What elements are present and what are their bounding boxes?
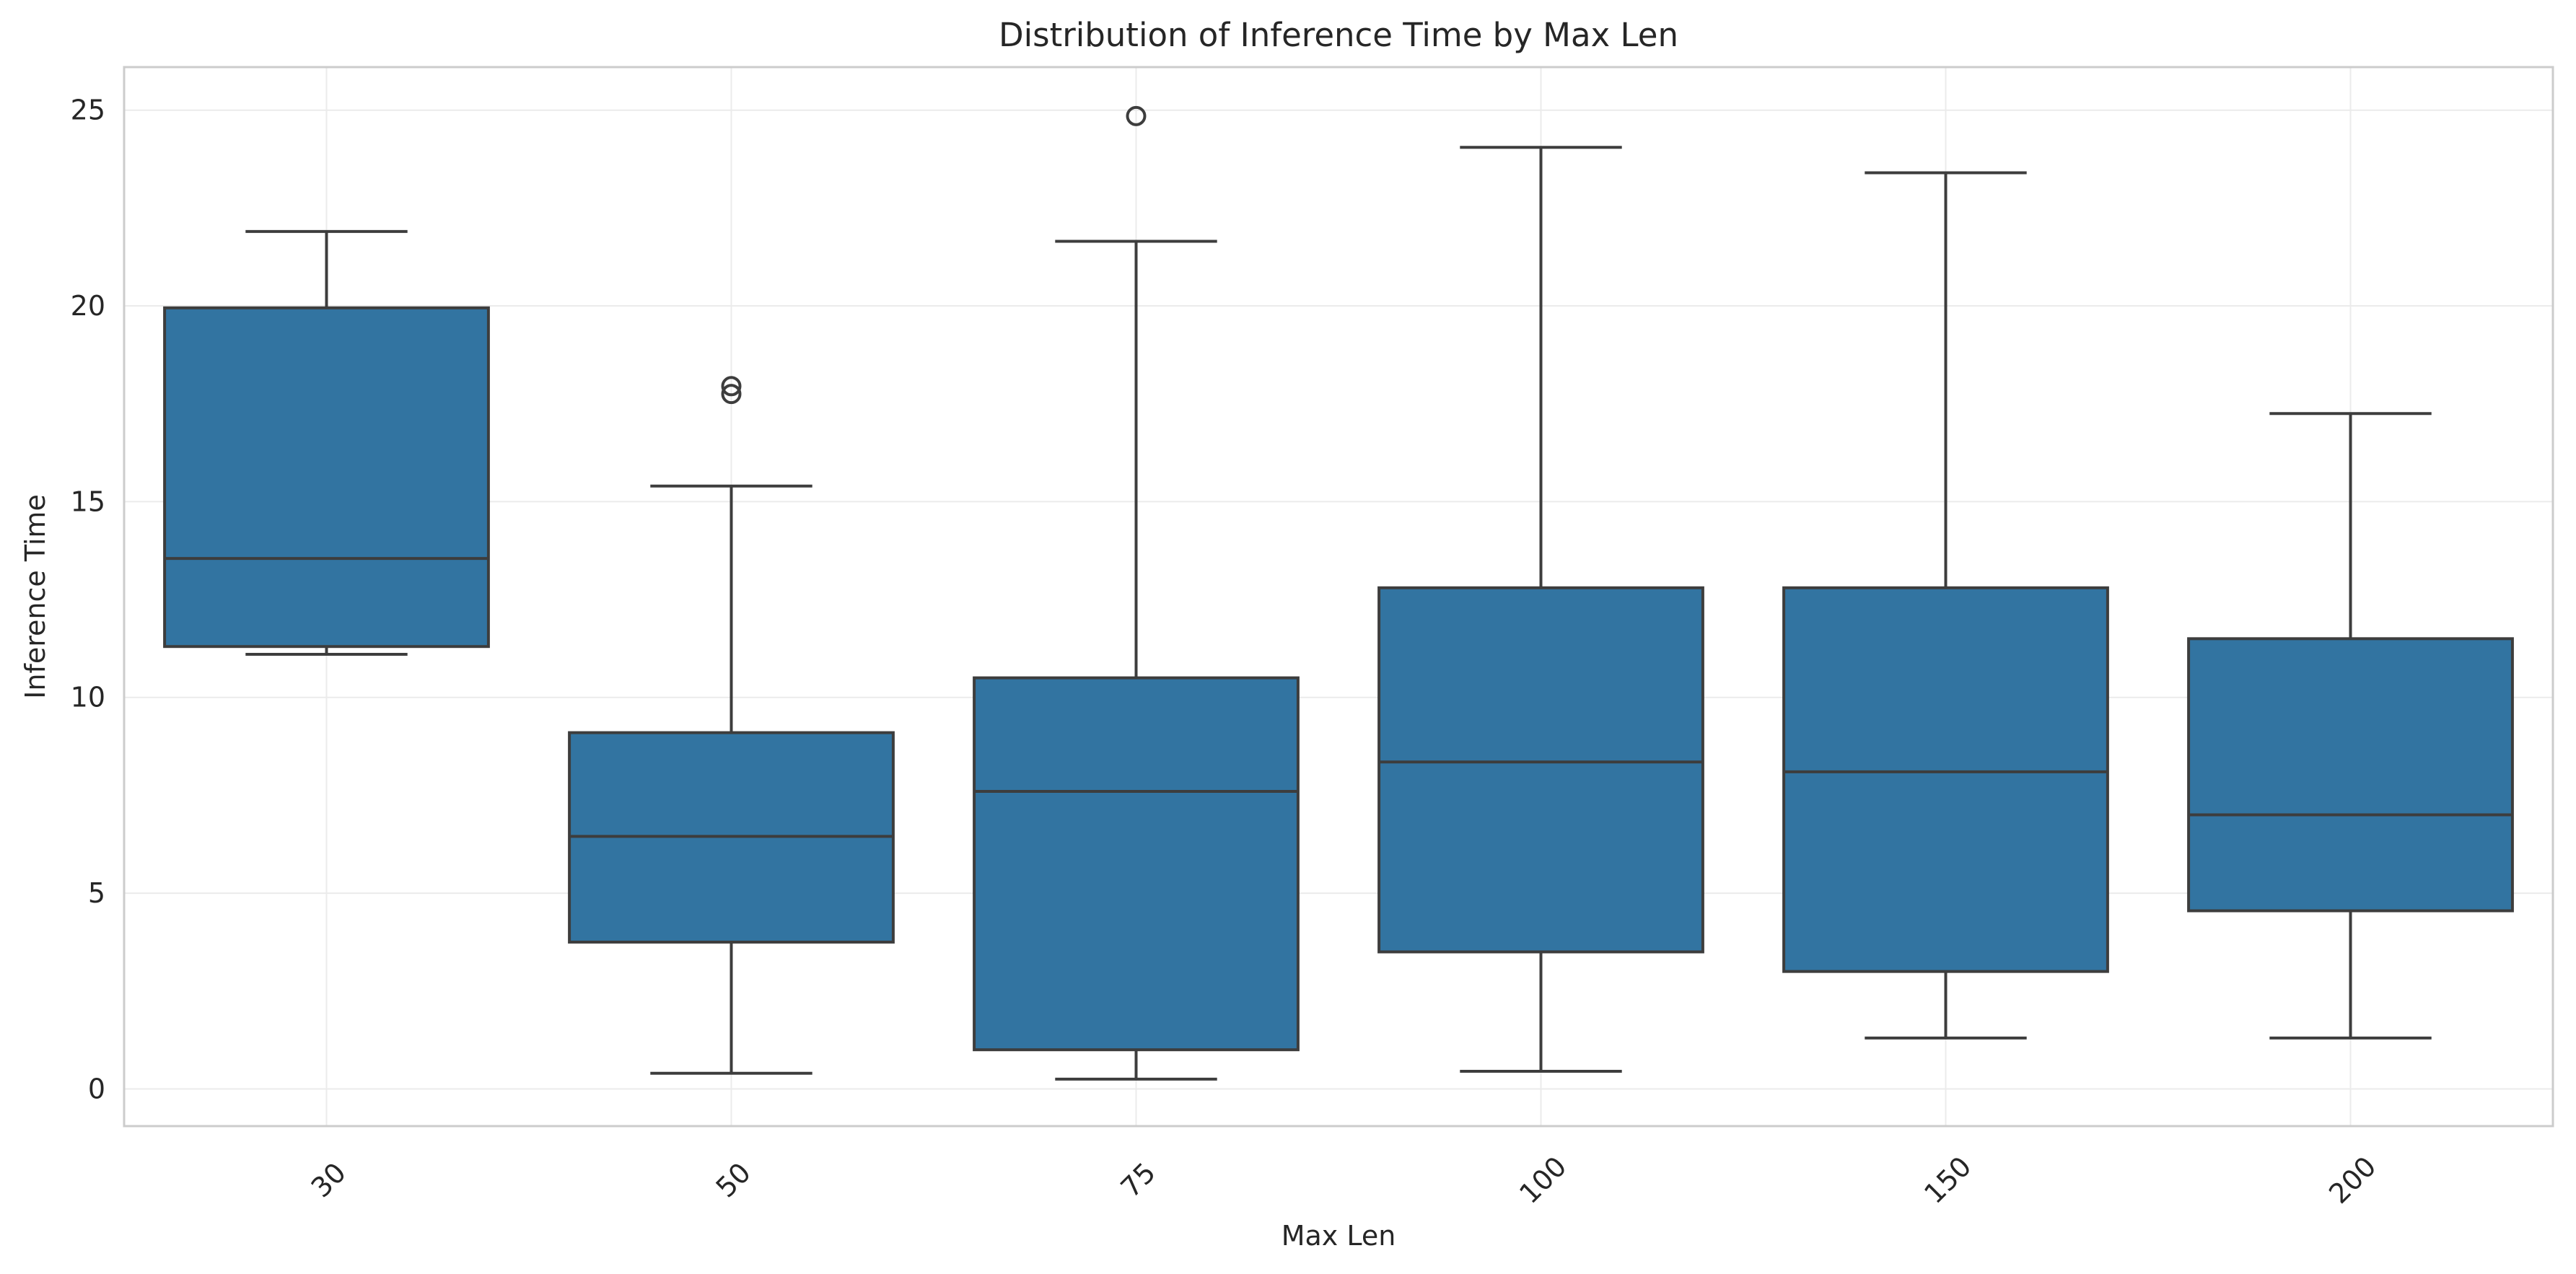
iqr-box-150 (1784, 588, 2108, 972)
y-tick-labels: 0 5 10 15 20 25 (71, 95, 105, 1105)
box-group-30 (165, 232, 489, 654)
box-group-75 (974, 107, 1298, 1079)
x-tick-label-4: 150 (1918, 1151, 1977, 1210)
y-tick-label-0: 0 (88, 1073, 105, 1104)
y-tick-label-4: 20 (71, 290, 105, 322)
x-tick-label-5: 200 (2323, 1151, 2382, 1210)
box-group-150 (1784, 173, 2108, 1038)
y-tick-label-5: 25 (71, 95, 105, 126)
box-layer (165, 107, 2513, 1079)
x-tick-label-3: 100 (1513, 1151, 1572, 1210)
x-tick-label-0: 30 (305, 1156, 352, 1203)
x-tick-labels: 30 50 75 100 150 200 (305, 1151, 2383, 1210)
y-axis-label: Inference Time (19, 494, 51, 699)
chart-title: Distribution of Inference Time by Max Le… (999, 16, 1678, 54)
y-tick-label-3: 15 (71, 486, 105, 517)
box-group-100 (1379, 147, 1703, 1071)
x-tick-label-1: 50 (710, 1156, 757, 1203)
x-tick-label-2: 75 (1115, 1156, 1162, 1203)
iqr-box-200 (2189, 638, 2513, 910)
y-tick-label-1: 5 (88, 877, 105, 909)
iqr-box-75 (974, 678, 1298, 1050)
iqr-box-100 (1379, 588, 1703, 952)
x-axis-label: Max Len (1282, 1220, 1396, 1252)
iqr-box-30 (165, 308, 489, 646)
y-tick-label-2: 10 (71, 682, 105, 713)
box-group-200 (2189, 413, 2513, 1038)
